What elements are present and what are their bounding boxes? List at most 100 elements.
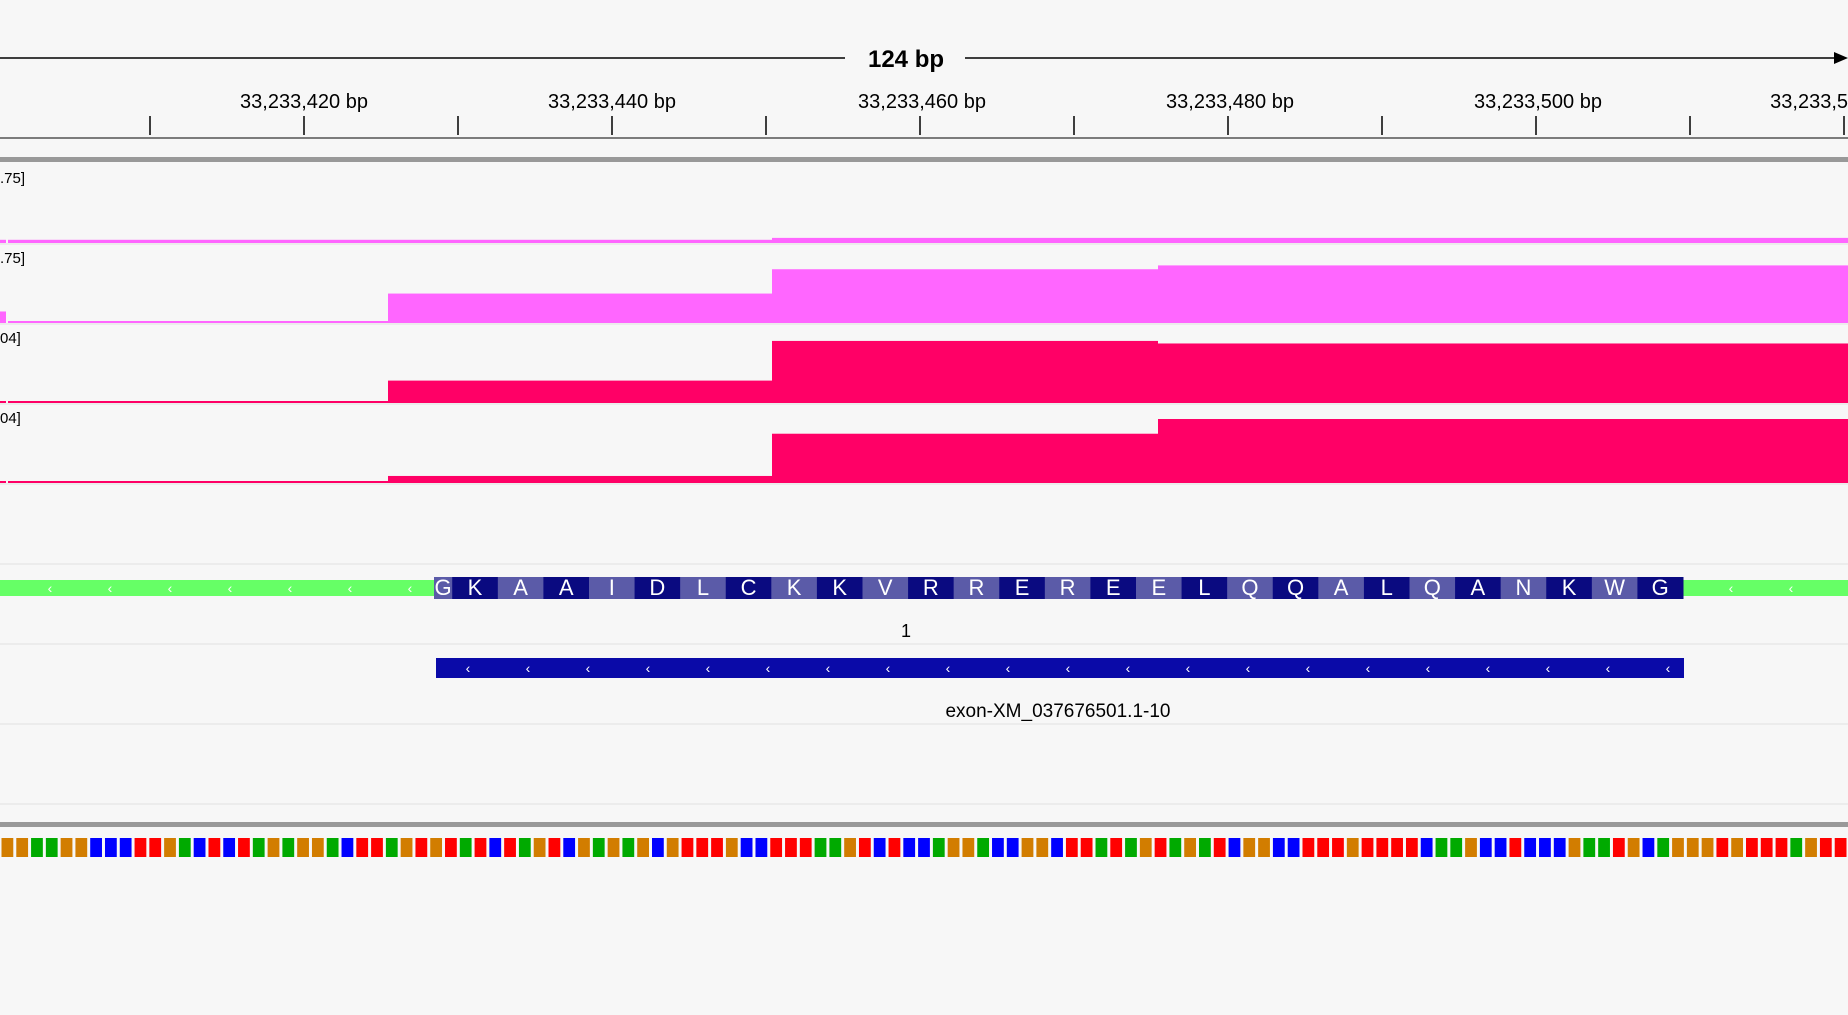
base-A: [1583, 838, 1596, 857]
base-T: [799, 838, 812, 857]
amino-acid-letter: W: [1604, 575, 1625, 600]
strand-arrow-icon: ‹: [1186, 660, 1191, 676]
base-T: [445, 838, 457, 857]
base-C: [563, 838, 576, 857]
base-T: [474, 838, 487, 857]
base-T: [1405, 838, 1418, 857]
amino-acid-letter: V: [878, 575, 893, 600]
amino-acid-letter: A: [559, 575, 574, 600]
base-C: [1420, 838, 1433, 857]
base-T: [1376, 838, 1389, 857]
amino-acid-cell: [725, 577, 772, 599]
coverage-track[interactable]: .75]: [0, 170, 1848, 245]
base-A: [1598, 838, 1610, 857]
base-G: [430, 838, 443, 857]
base-T: [681, 838, 694, 857]
amino-acid-letter: G: [1652, 575, 1669, 600]
base-C: [1494, 838, 1507, 857]
tick-label: 33,233,480 bp: [1166, 91, 1294, 113]
span-arrow-icon: [1834, 52, 1848, 64]
amino-acid-cell: [1363, 577, 1410, 599]
gene-track[interactable]: ‹ ‹ ‹ ‹ ‹ ‹ ‹ ‹ ‹G K A A I D L C K K V R R E R E E L Q Q A L Q A N K W G: [0, 575, 1848, 600]
base-T: [1716, 838, 1729, 857]
base-T: [415, 838, 428, 857]
base-A: [385, 838, 398, 857]
base-A: [518, 838, 531, 857]
amino-acid-letter: E: [1106, 575, 1121, 600]
base-T: [504, 838, 516, 857]
amino-acid-cell: [999, 577, 1046, 599]
base-G: [1686, 838, 1699, 857]
track-range-label: 04]: [0, 330, 21, 347]
strand-arrow-icon: ‹: [586, 660, 591, 676]
sequence-track: [1, 838, 1847, 857]
exon-name-label: exon-XM_037676501.1-10: [945, 701, 1170, 722]
strand-arrow-icon: ‹: [526, 660, 531, 676]
base-C: [1642, 838, 1655, 857]
base-C: [992, 838, 1004, 857]
base-T: [1110, 838, 1123, 857]
coverage-bar: [0, 481, 6, 483]
utr-left: [0, 580, 436, 596]
amino-acid-cell: [452, 577, 499, 599]
base-G: [400, 838, 413, 857]
span-label: 124 bp: [868, 46, 944, 73]
coverage-tracks: .75] .75] 04] 04]: [0, 170, 1848, 485]
coverage-track[interactable]: 04]: [0, 330, 1848, 405]
base-T: [238, 838, 250, 857]
amino-acid-letter: A: [1471, 575, 1486, 600]
base-T: [770, 838, 783, 857]
coverage-track[interactable]: 04]: [0, 410, 1848, 485]
amino-acid-letter: R: [923, 575, 939, 600]
strand-arrow-icon: ‹: [766, 660, 771, 676]
strand-arrow-icon: ‹: [1546, 660, 1551, 676]
coverage-bar: [388, 475, 772, 483]
base-C: [903, 838, 916, 857]
tick-label: 33,233,460 bp: [858, 91, 986, 113]
base-A: [459, 838, 472, 857]
base-C: [1287, 838, 1300, 857]
amino-acid-cell: [1591, 577, 1638, 599]
amino-acid-letter: C: [741, 575, 757, 600]
base-C: [1553, 838, 1566, 857]
coverage-bar: [1158, 237, 1545, 243]
amino-acid-cell: [543, 577, 590, 599]
base-T: [1317, 838, 1330, 857]
base-G: [725, 838, 738, 857]
amino-acid-cell: [1181, 577, 1228, 599]
strand-arrow-icon: ‹: [1366, 660, 1371, 676]
base-G: [1139, 838, 1152, 857]
base-C: [918, 838, 930, 857]
base-A: [977, 838, 990, 857]
base-T: [785, 838, 797, 857]
base-A: [1125, 838, 1137, 857]
strand-arrow-icon: ‹: [886, 660, 891, 676]
base-T: [1509, 838, 1522, 857]
amino-acid-letter: Q: [1241, 575, 1258, 600]
base-A: [252, 838, 265, 857]
base-G: [311, 838, 324, 857]
base-C: [1524, 838, 1537, 857]
base-A: [1435, 838, 1448, 857]
base-A: [45, 838, 58, 857]
amino-acid-letter: K: [787, 575, 802, 600]
strand-arrow-icon: ‹: [1666, 660, 1671, 676]
base-C: [755, 838, 768, 857]
base-G: [1805, 838, 1817, 857]
amino-acid-cell: [908, 577, 955, 599]
strand-arrow-icon: ‹: [1306, 660, 1311, 676]
tick-label: 33,233,440 bp: [548, 91, 676, 113]
coverage-track[interactable]: .75]: [0, 250, 1848, 325]
amino-acid-letter: N: [1516, 575, 1532, 600]
coverage-bar: [1545, 343, 1848, 403]
base-A: [31, 838, 43, 857]
exon-feature[interactable]: ‹ ‹ ‹ ‹ ‹ ‹ ‹ ‹ ‹ ‹ ‹ ‹ ‹ ‹ ‹ ‹ ‹ ‹ ‹ ‹ ‹: [436, 658, 1684, 678]
coverage-bar: [772, 433, 1158, 483]
amino-acid-letter: G: [435, 575, 452, 600]
amino-acid-letter: E: [1151, 575, 1166, 600]
base-G: [1731, 838, 1744, 857]
amino-acid-cell: [862, 577, 909, 599]
base-G: [1701, 838, 1714, 857]
base-G: [1346, 838, 1359, 857]
